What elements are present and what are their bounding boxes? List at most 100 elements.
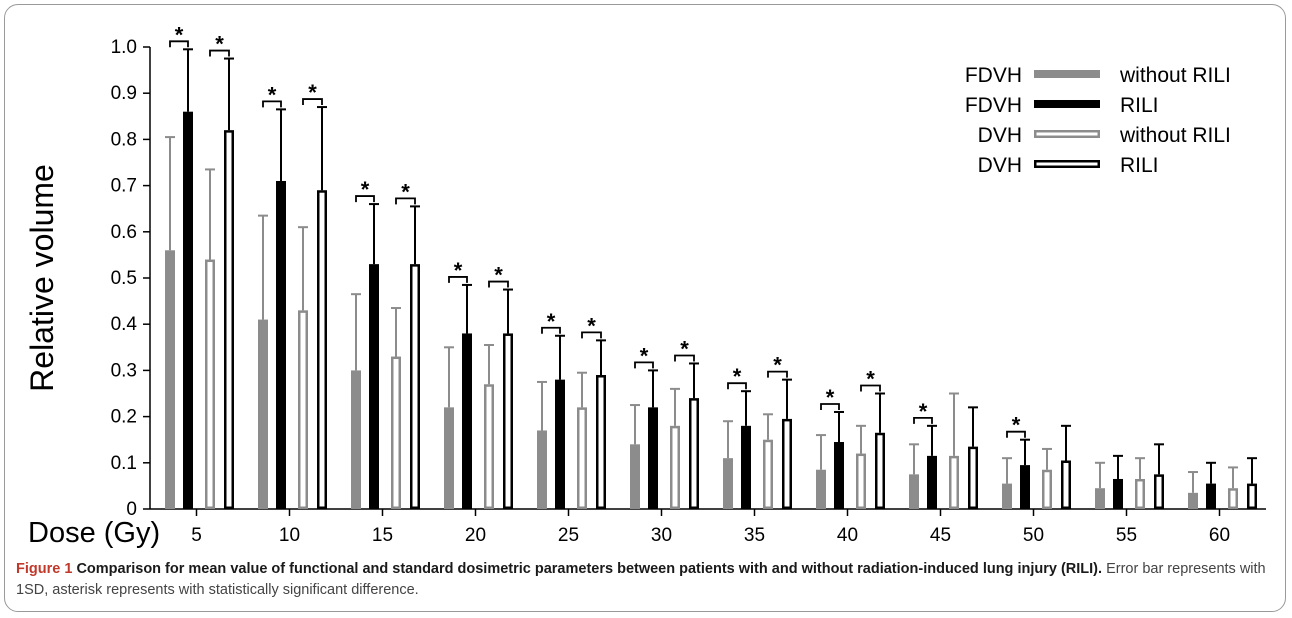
x-tick-label: 35 xyxy=(744,525,765,546)
y-tick-label: 0 xyxy=(126,499,137,520)
legend-label: RILI xyxy=(1120,154,1159,177)
significance-asterisk: * xyxy=(268,82,277,107)
significance-asterisk: * xyxy=(494,263,503,288)
significance-asterisk: * xyxy=(733,364,742,389)
bar xyxy=(670,425,680,509)
bar xyxy=(1020,465,1030,509)
bar xyxy=(1188,492,1198,509)
legend-prefix: FDVH xyxy=(965,64,1022,87)
y-tick-label: 0.2 xyxy=(111,407,137,428)
bar xyxy=(1061,460,1071,509)
significance-bracket xyxy=(488,280,509,288)
significance-asterisk: * xyxy=(215,32,224,57)
legend-prefix: DVH xyxy=(978,124,1022,147)
bar xyxy=(183,111,193,510)
y-tick-label: 0.4 xyxy=(111,314,138,335)
y-tick-label: 0.1 xyxy=(111,453,137,474)
legend-prefix: DVH xyxy=(978,154,1022,177)
bar xyxy=(689,398,699,509)
bar xyxy=(1002,483,1012,509)
bar xyxy=(968,446,978,510)
figure-caption: Figure 1 Comparison for mean value of fu… xyxy=(16,559,1266,601)
significance-asterisk: * xyxy=(308,80,317,105)
legend-swatch xyxy=(1034,70,1100,78)
significance-asterisk: * xyxy=(587,313,596,338)
bar xyxy=(596,375,606,509)
caption-text: Error bar represents with 1SD, asterisk … xyxy=(16,561,1266,598)
caption-title: Comparison for mean value of functional … xyxy=(76,561,1103,577)
bar xyxy=(462,333,472,509)
caption-label: Figure 1 xyxy=(16,561,73,577)
x-tick-label: 60 xyxy=(1209,525,1230,546)
bar xyxy=(1247,483,1257,509)
significance-bracket xyxy=(448,276,468,283)
legend-label: without RILI xyxy=(1119,124,1231,147)
bar xyxy=(1228,488,1238,509)
bar xyxy=(1135,478,1145,510)
bar xyxy=(782,418,792,509)
significance-asterisk: * xyxy=(680,336,689,361)
significance-bracket xyxy=(634,361,654,369)
bar xyxy=(816,469,826,509)
bar xyxy=(298,310,308,509)
significance-bracket xyxy=(727,382,747,390)
x-axis-title: Dose (Gy) xyxy=(28,517,160,549)
bar xyxy=(875,432,885,509)
bar xyxy=(723,458,733,509)
significance-asterisk: * xyxy=(454,258,463,283)
x-tick-label: 45 xyxy=(930,525,951,546)
significance-asterisk: * xyxy=(866,367,875,392)
significance-bracket xyxy=(355,195,375,203)
bar xyxy=(909,474,919,509)
significance-bracket xyxy=(169,40,189,48)
x-tick-label: 30 xyxy=(651,525,672,546)
y-tick-label: 0.5 xyxy=(111,268,137,289)
significance-bracket xyxy=(541,326,561,334)
bar xyxy=(577,407,587,509)
bar xyxy=(317,190,327,509)
significance-asterisk: * xyxy=(547,309,556,334)
bar xyxy=(927,455,937,509)
significance-asterisk: * xyxy=(773,353,782,378)
figure-frame xyxy=(4,4,1286,612)
bar xyxy=(1113,478,1123,509)
x-tick-label: 20 xyxy=(465,525,486,546)
bar xyxy=(258,319,268,509)
x-tick-label: 55 xyxy=(1116,525,1137,546)
x-tick-label: 25 xyxy=(558,525,579,546)
bar xyxy=(741,425,751,509)
bar xyxy=(1095,488,1105,509)
significance-bracket xyxy=(262,100,282,108)
bar xyxy=(369,264,379,509)
y-tick-label: 0.3 xyxy=(111,360,137,381)
x-tick-label: 40 xyxy=(837,525,858,546)
y-tick-label: 0.9 xyxy=(111,83,137,104)
significance-asterisk: * xyxy=(401,179,410,204)
x-tick-label: 15 xyxy=(372,525,393,546)
bar xyxy=(391,356,401,510)
significance-asterisk: * xyxy=(826,385,835,410)
y-axis-title: Relative volume xyxy=(24,164,60,392)
x-tick-label: 10 xyxy=(279,525,300,546)
significance-bracket xyxy=(1006,430,1026,438)
significance-asterisk: * xyxy=(919,399,928,424)
bar xyxy=(224,130,234,509)
significance-bracket xyxy=(302,98,323,106)
y-tick-label: 1.0 xyxy=(111,37,137,58)
legend-swatch xyxy=(1034,100,1100,108)
bar xyxy=(503,333,513,509)
bar xyxy=(949,455,959,509)
bar xyxy=(763,439,773,510)
significance-asterisk: * xyxy=(175,22,184,47)
significance-bracket xyxy=(860,384,881,392)
x-tick-label: 5 xyxy=(191,525,202,546)
bar xyxy=(205,259,215,509)
bar xyxy=(856,453,866,509)
bar xyxy=(537,430,547,509)
bar xyxy=(165,250,175,509)
significance-bracket xyxy=(209,49,230,57)
legend-swatch xyxy=(1034,130,1100,138)
bar xyxy=(276,180,286,510)
significance-bracket xyxy=(395,197,416,205)
significance-bracket xyxy=(820,403,840,410)
